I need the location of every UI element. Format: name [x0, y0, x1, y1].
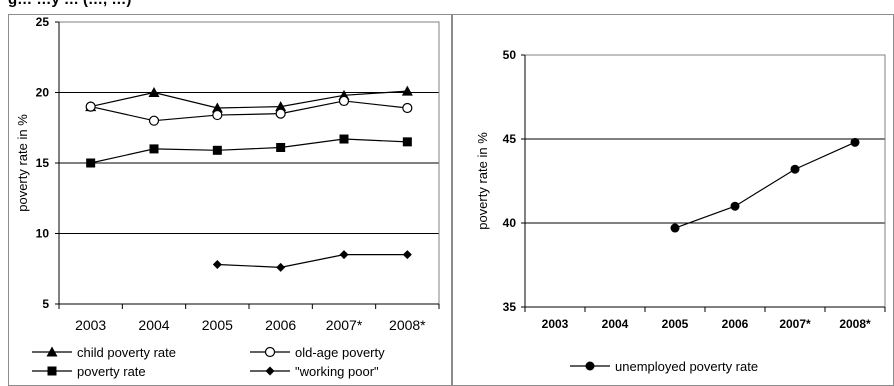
y-tick-label-left-25: 25 — [36, 15, 50, 29]
x-tick-label-right-2007: 2007* — [779, 317, 811, 331]
x-tick-label-left-2006: 2006 — [265, 317, 296, 333]
point-child-poverty-rate-2005 — [211, 102, 223, 113]
x-tick-label-left-2004: 2004 — [138, 317, 169, 333]
legend-label-old-age-poverty: old-age poverty — [295, 345, 385, 360]
point-working-poor-2007 — [339, 250, 349, 260]
x-tick-label-right-2003: 2003 — [542, 317, 569, 331]
y-tick-label-right-50: 50 — [503, 48, 517, 62]
legend-marker-old-age-poverty — [264, 346, 276, 358]
y-tick-label-left-5: 5 — [42, 297, 49, 311]
point-unemployed-poverty-rate-2005 — [670, 223, 680, 233]
figure-title: g… …y … (…, …) — [8, 0, 131, 8]
legend-marker-poverty-rate — [47, 366, 57, 376]
point-poverty-rate-2006 — [276, 142, 286, 152]
point-working-poor-2006 — [276, 262, 286, 272]
point-poverty-rate-2008 — [402, 137, 412, 147]
x-tick-label-right-2004: 2004 — [602, 317, 629, 331]
point-poverty-rate-2005 — [212, 145, 222, 155]
point-unemployed-poverty-rate-2006 — [730, 201, 740, 211]
point-poverty-rate-2003 — [86, 158, 96, 168]
point-old-age-poverty-2005 — [212, 109, 223, 121]
legend-label-working-poor: "working poor" — [295, 364, 379, 379]
y-tick-label-right-45: 45 — [503, 132, 517, 146]
point-poverty-rate-2007 — [339, 134, 349, 144]
y-axis-label-left: poverty rate in % — [15, 114, 30, 212]
y-tick-label-right-35: 35 — [503, 300, 517, 314]
point-old-age-poverty-2008 — [402, 102, 413, 114]
x-tick-label-right-2006: 2006 — [722, 317, 749, 331]
x-tick-label-left-2007: 2007* — [326, 317, 363, 333]
x-tick-label-right-2005: 2005 — [662, 317, 689, 331]
point-working-poor-2005 — [212, 260, 222, 270]
y-tick-label-right-40: 40 — [503, 216, 517, 230]
point-old-age-poverty-2006 — [275, 108, 286, 119]
series-line-poverty-rate — [90, 138, 408, 164]
point-child-poverty-rate-2004 — [148, 87, 160, 97]
point-old-age-poverty-2004 — [148, 115, 160, 126]
series-line-old-age-poverty — [90, 100, 408, 122]
legend-label-child-poverty-rate: child poverty rate — [77, 345, 176, 360]
point-unemployed-poverty-rate-2008 — [850, 137, 860, 147]
legend-label-unemployed-poverty-rate: unemployed poverty rate — [615, 359, 758, 374]
point-old-age-poverty-2007 — [338, 95, 350, 107]
x-tick-label-left-2005: 2005 — [202, 317, 233, 333]
y-tick-label-left-10: 10 — [36, 227, 50, 241]
plot-area-right — [524, 54, 886, 308]
x-tick-label-left-2008: 2008* — [389, 317, 426, 333]
x-tick-label-right-2008: 2008* — [839, 317, 871, 331]
chart-frame-left — [8, 14, 452, 386]
series-line-child-poverty-rate — [90, 90, 408, 109]
point-child-poverty-rate-2006 — [275, 101, 287, 112]
point-unemployed-poverty-rate-2007 — [790, 164, 800, 174]
y-axis-label-right: poverty rate in % — [475, 132, 490, 230]
point-working-poor-2008 — [402, 250, 412, 260]
legend-marker-child-poverty-rate — [46, 346, 58, 357]
y-tick-label-left-15: 15 — [36, 156, 50, 170]
point-poverty-rate-2004 — [149, 144, 159, 154]
series-line-unemployed-poverty-rate — [674, 141, 856, 229]
legend-label-poverty-rate: poverty rate — [77, 364, 146, 379]
y-tick-label-left-20: 20 — [36, 86, 50, 100]
legend-marker-working-poor — [265, 366, 275, 376]
series-line-working-poor — [217, 254, 408, 268]
legend-marker-unemployed-poverty-rate — [585, 361, 595, 371]
chart-frame-right — [452, 14, 894, 386]
x-tick-label-left-2003: 2003 — [75, 317, 106, 333]
point-child-poverty-rate-2008 — [401, 85, 413, 96]
point-old-age-poverty-2003 — [85, 101, 96, 112]
